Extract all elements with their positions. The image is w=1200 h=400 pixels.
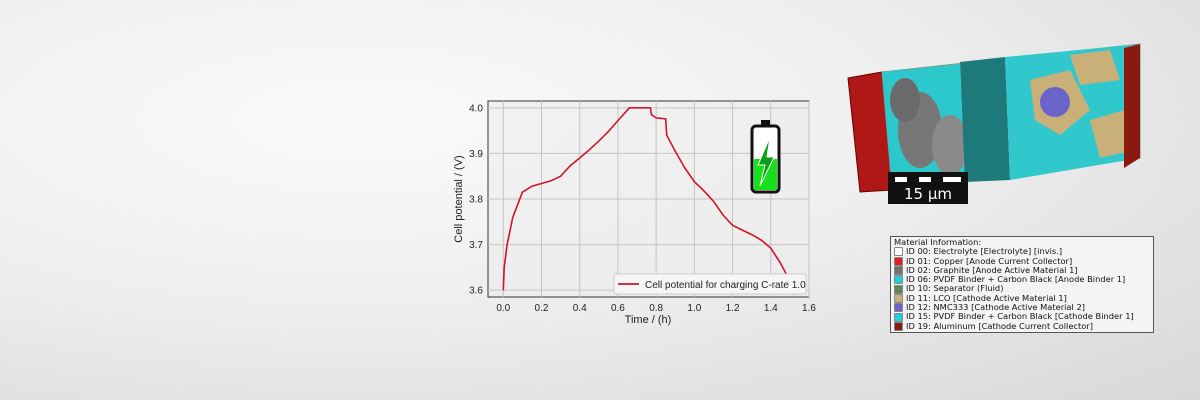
- x-tick-label: 0.0: [496, 303, 510, 314]
- material-item: ID 19: Aluminum [Cathode Current Collect…: [894, 320, 1150, 331]
- y-tick-label: 3.7: [469, 240, 483, 251]
- material-item: ID 00: Electrolyte [Electrolyte] [invis.…: [894, 246, 1150, 257]
- material-item: ID 06: PVDF Binder + Carbon Black [Anode…: [894, 274, 1150, 285]
- material-item: ID 02: Graphite [Anode Active Material 1…: [894, 264, 1150, 276]
- y-axis-label: Cell potential / (V): [453, 155, 465, 242]
- material-label: ID 10: Separator (Fluid): [906, 283, 1004, 294]
- scale-bar: 15 µm: [888, 172, 968, 204]
- material-color-icon: [894, 293, 903, 303]
- material-label: ID 06: PVDF Binder + Carbon Black [Anode…: [906, 274, 1126, 285]
- legend: Cell potential for charging C-rate 1.0: [613, 273, 807, 295]
- material-label: ID 12: NMC333 [Cathode Active Material 2…: [906, 302, 1085, 313]
- material-color-icon: [894, 266, 903, 276]
- material-item: ID 01: Copper [Anode Current Collector]: [894, 255, 1150, 266]
- svg-text:15 µm: 15 µm: [904, 185, 952, 203]
- material-label: ID 02: Graphite [Anode Active Material 1…: [906, 264, 1078, 275]
- material-label: ID 01: Copper [Anode Current Collector]: [906, 255, 1073, 266]
- legend-title: Material Information:: [894, 237, 982, 247]
- y-tick-label: 3.9: [469, 149, 483, 160]
- material-color-icon: [894, 247, 903, 257]
- x-tick-label: 1.0: [687, 303, 701, 314]
- y-tick-label: 4.0: [469, 103, 483, 114]
- material-color-icon: [894, 312, 903, 322]
- material-label: ID 19: Aluminum [Cathode Current Collect…: [906, 320, 1093, 331]
- y-tick-label: 3.6: [469, 286, 483, 297]
- series-line-cell-potential: [502, 107, 795, 295]
- x-tick-label: 1.4: [764, 303, 778, 314]
- material-color-icon: [894, 303, 903, 313]
- x-tick-label: 0.6: [611, 303, 625, 314]
- material-label: ID 00: Electrolyte [Electrolyte] [invis.…: [906, 246, 1063, 257]
- material-color-icon: [894, 275, 903, 285]
- electrode-microstructure-render: 15 µm: [847, 43, 1141, 204]
- material-label: ID 15: PVDF Binder + Carbon Black [Catho…: [906, 311, 1134, 322]
- material-item: ID 11: LCO [Cathode Active Material 1]: [894, 292, 1150, 303]
- x-tick-label: 0.8: [649, 303, 663, 314]
- material-color-icon: [894, 321, 903, 331]
- x-tick-label: 0.2: [535, 303, 549, 314]
- material-label: ID 11: LCO [Cathode Active Material 1]: [906, 292, 1067, 303]
- x-tick-label: 0.4: [573, 303, 587, 314]
- y-tick-label: 3.8: [469, 195, 483, 206]
- material-item: ID 10: Separator (Fluid): [894, 283, 1150, 294]
- cell-potential-chart: 0.0 0.2 0.4 0.6 0.8 1.0 1.2 1.4 1.6 3.6 3.7 3.8 3.9 4…: [453, 100, 816, 326]
- battery-charging-icon: [750, 120, 781, 194]
- material-color-icon: [894, 256, 903, 266]
- material-item: ID 12: NMC333 [Cathode Active Material 2…: [894, 302, 1150, 313]
- x-axis-label: Time / (h): [625, 314, 672, 326]
- aluminum-collector: [1124, 44, 1140, 168]
- material-item: ID 15: PVDF Binder + Carbon Black [Catho…: [894, 311, 1150, 322]
- material-information-legend: Material Information: ID 00: Electrolyte…: [890, 236, 1154, 333]
- separator: [960, 57, 1010, 182]
- x-tick-label: 1.2: [726, 303, 740, 314]
- legend-label: Cell potential for charging C-rate 1.0: [645, 280, 806, 291]
- material-color-icon: [894, 284, 903, 294]
- x-tick-label: 1.6: [802, 303, 816, 314]
